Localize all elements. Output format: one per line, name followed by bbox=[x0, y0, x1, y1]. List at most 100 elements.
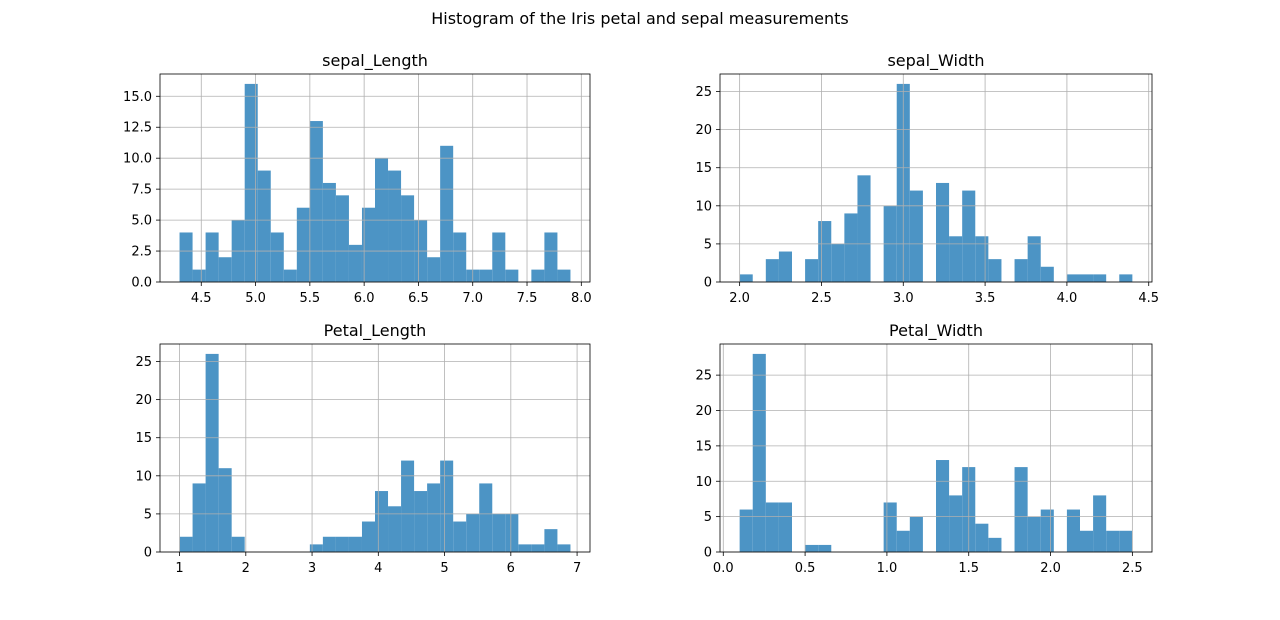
y-tick-label: 7.5 bbox=[131, 183, 152, 198]
histogram-bar bbox=[427, 257, 441, 282]
y-tick-label: 15 bbox=[695, 439, 712, 454]
x-tick-label: 2.5 bbox=[811, 291, 832, 306]
histogram-bar bbox=[1027, 236, 1041, 282]
histogram-bar bbox=[335, 195, 349, 282]
subplot-title: sepal_Length bbox=[322, 51, 428, 71]
y-tick-label: 15 bbox=[135, 431, 152, 446]
x-tick-label: 3.5 bbox=[975, 291, 996, 306]
histogram-bar bbox=[335, 536, 349, 552]
histogram-bar bbox=[322, 182, 336, 282]
x-tick-label: 0.5 bbox=[795, 561, 816, 576]
y-tick-label: 5.0 bbox=[131, 214, 152, 229]
x-tick-label: 5 bbox=[440, 561, 448, 576]
histogram-bar bbox=[544, 529, 558, 552]
x-tick-label: 7.5 bbox=[517, 291, 538, 306]
histogram-bar bbox=[205, 232, 219, 282]
histogram-bar bbox=[440, 145, 454, 282]
histogram-bar bbox=[309, 121, 323, 282]
histogram-bar bbox=[883, 502, 897, 552]
histogram-bar bbox=[388, 170, 402, 282]
y-tick-label: 10 bbox=[135, 469, 152, 484]
histogram-bar bbox=[244, 83, 258, 283]
histogram-bar bbox=[401, 195, 415, 282]
x-tick-label: 4.5 bbox=[1138, 291, 1159, 306]
y-tick-label: 10 bbox=[695, 475, 712, 490]
x-tick-label: 2 bbox=[242, 561, 250, 576]
histogram-bar bbox=[805, 544, 819, 552]
y-tick-label: 0 bbox=[704, 546, 712, 561]
subplot-sepal-length: 4.5 5.0 5.5 6.0 6.5 7.0 7.5 8.0 0.0 2.5 5.0 7.5 10.0… bbox=[123, 51, 592, 306]
histogram-bar bbox=[1066, 509, 1080, 552]
histogram-bar bbox=[844, 213, 858, 282]
histogram-bar bbox=[505, 269, 519, 282]
axes-frame bbox=[719, 343, 1153, 553]
x-tick-label: 1.0 bbox=[877, 561, 898, 576]
x-tick-label: 7 bbox=[573, 561, 581, 576]
y-tick-label: 0.0 bbox=[131, 276, 152, 291]
histogram-bar bbox=[962, 190, 976, 282]
histogram-bar bbox=[453, 521, 467, 552]
histogram-bar bbox=[1066, 274, 1080, 282]
histogram-bar bbox=[531, 269, 545, 282]
histogram-bar bbox=[988, 537, 1002, 552]
histogram-bar bbox=[518, 544, 532, 552]
histogram-bar bbox=[818, 544, 832, 552]
x-tick-label: 0.0 bbox=[713, 561, 734, 576]
histogram-bar bbox=[1014, 467, 1028, 552]
histogram-bar bbox=[192, 483, 206, 552]
histogram-bar bbox=[1119, 274, 1133, 282]
histogram-bar bbox=[739, 509, 753, 552]
histogram-bar bbox=[1027, 516, 1041, 552]
subplot-petal-width: 0.0 0.5 1.0 1.5 2.0 2.5 0 5 10 15 20 25 Petal_Width bbox=[695, 321, 1153, 576]
y-tick-label: 20 bbox=[135, 393, 152, 408]
x-tick-label: 6.5 bbox=[408, 291, 429, 306]
histogram-bar bbox=[1040, 266, 1054, 282]
histogram-bar bbox=[348, 244, 362, 282]
axes-frame bbox=[719, 73, 1153, 283]
histogram-bar bbox=[257, 170, 271, 282]
figure-title: Histogram of the Iris petal and sepal me… bbox=[431, 9, 849, 28]
histogram-bar bbox=[322, 536, 336, 552]
y-tick-label: 0 bbox=[704, 276, 712, 291]
histogram-bar bbox=[975, 236, 989, 282]
x-tick-label: 6.0 bbox=[354, 291, 375, 306]
histogram-bar bbox=[179, 232, 193, 282]
histogram-bar bbox=[440, 460, 454, 552]
histogram-bar bbox=[739, 274, 753, 282]
y-tick-label: 10.0 bbox=[123, 152, 152, 167]
y-tick-label: 20 bbox=[695, 404, 712, 419]
histogram-bar bbox=[544, 232, 558, 282]
histogram-bar bbox=[388, 506, 402, 552]
histogram-bar bbox=[765, 259, 779, 282]
histogram-bar bbox=[531, 544, 545, 552]
x-tick-label: 5.5 bbox=[300, 291, 321, 306]
histogram-bar bbox=[427, 483, 441, 552]
y-tick-label: 5 bbox=[144, 507, 152, 522]
histogram-bar bbox=[1093, 495, 1107, 552]
histogram-bar bbox=[909, 516, 923, 552]
histogram-bar bbox=[296, 207, 310, 282]
subplot-sepal-width: 2.0 2.5 3.0 3.5 4.0 4.5 0 5 10 15 20 25 sepal_Width bbox=[695, 51, 1159, 306]
histogram-bar bbox=[192, 269, 206, 282]
x-tick-label: 1 bbox=[175, 561, 183, 576]
histogram-bar bbox=[896, 530, 910, 552]
histogram-bar bbox=[557, 544, 571, 552]
histogram-bar bbox=[205, 353, 219, 552]
y-tick-label: 0 bbox=[144, 546, 152, 561]
histogram-bar bbox=[414, 491, 428, 552]
histogram-bar bbox=[466, 513, 480, 552]
y-tick-label: 25 bbox=[695, 369, 712, 384]
histogram-bar bbox=[1093, 274, 1107, 282]
histogram-bar bbox=[909, 190, 923, 282]
histogram-bar bbox=[975, 523, 989, 552]
x-tick-label: 6 bbox=[507, 561, 515, 576]
histogram-bar bbox=[479, 269, 493, 282]
x-tick-label: 2.5 bbox=[1122, 561, 1143, 576]
histogram-bar bbox=[1040, 509, 1054, 552]
histogram-bar bbox=[505, 513, 519, 552]
histogram-bar bbox=[1119, 530, 1133, 552]
y-tick-label: 15 bbox=[695, 161, 712, 176]
histogram-bar bbox=[1080, 274, 1094, 282]
